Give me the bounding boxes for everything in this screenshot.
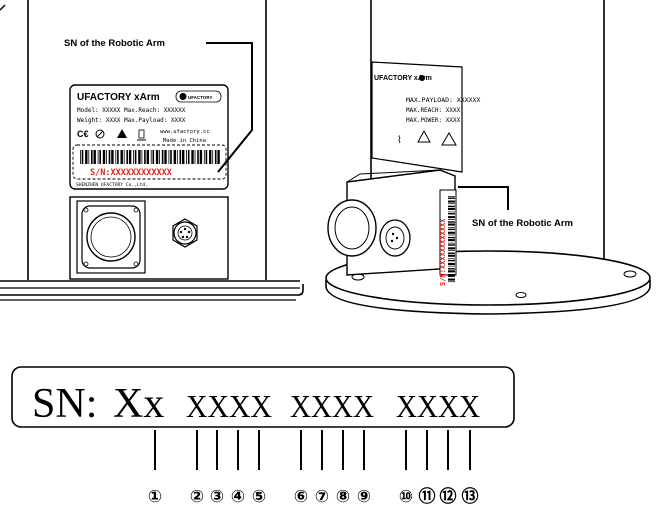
digit-position-label: ⑥ [294,487,308,507]
callout-line-right [458,186,509,210]
callout-line-left [206,42,253,173]
sn-group-2: XXXX [186,388,272,424]
digit-position-label: ② [190,487,204,507]
warning-icon [117,129,127,138]
digit-position-label: ⑫ [440,486,457,507]
logo-text: UFACTORY [188,95,213,100]
angled-label-reach: MAX.REACH: XXXX [406,107,461,114]
sn-group-4: XXXX [396,388,480,424]
digit-position-label: ⑨ [357,487,371,507]
digit-position-label: ⑤ [252,487,266,507]
label-sn-text: S/N:XXXXXXXXXXXX [90,168,172,178]
digit-pointer-lines [154,430,471,470]
digit-position-label: ④ [231,487,245,507]
ufactory-logo-small [419,75,425,81]
rohs-icon [95,129,105,139]
label-weight-line: Weight: XXXX Max.Payload: XXXX [77,117,186,124]
ufactory-logo: UFACTORY [175,90,222,103]
label-title: UFACTORY xArm [77,92,160,103]
warning-icon-right [417,129,431,143]
ce-mark-icon: C€ [77,129,89,139]
digit-position-label: ① [148,487,162,507]
sn-format-box [11,366,515,428]
sn-highlight-box [72,144,227,180]
angled-label-power: MAX.POWER: XXXX [406,117,461,124]
digit-position-label: ③ [210,487,224,507]
label-website: www.ufactory.cc [160,129,210,135]
product-label-angled: UFACTORY xArm MAX.PAYLOAD: XXXXXX MAX.RE… [371,61,480,173]
left-robot-base: UFACTORY xArm UFACTORY Model: XXXXX Max.… [0,0,304,301]
recycle-symbol-icon: ⌇ [397,135,402,146]
label-model-line: Model: XXXXX Max.Reach: XXXXXX [77,107,186,114]
angled-label-sn-vertical: S/N:XXXXXXXXXXXX [439,218,447,286]
digit-position-label: ⑩ [399,487,413,507]
barcode-vertical [448,196,455,283]
label-company: SHENZHEN UFACTORY Co.,Ltd. [76,182,148,188]
callout-sn-right: SN of the Robotic Arm [472,218,573,229]
product-label: UFACTORY xArm UFACTORY Model: XXXXX Max.… [69,84,229,190]
digit-position-label: ⑬ [462,486,479,507]
angled-label-title: UFACTORY xArm [374,75,432,82]
hazard-icon-right [441,132,457,146]
recycle-bin-icon [137,129,146,141]
angled-label-payload: MAX.PAYLOAD: XXXXXX [406,96,480,104]
sn-group-1: Xx [113,381,164,427]
label-made-in: Made in China [163,138,206,144]
sn-prefix: SN: [32,381,97,427]
connector-box: S/N:XXXXXXXXXXXX [327,169,457,286]
digit-position-label: ⑦ [315,487,329,507]
sn-group-3: XXXX [290,388,374,424]
barcode [80,150,220,164]
callout-sn-left: SN of the Robotic Arm [64,38,165,49]
connector-plate [69,196,229,280]
digit-position-label: ⑧ [336,487,350,507]
digit-position-label: ⑪ [419,486,436,507]
right-robot-base: UFACTORY xArm MAX.PAYLOAD: XXXXXX MAX.RE… [325,0,651,315]
